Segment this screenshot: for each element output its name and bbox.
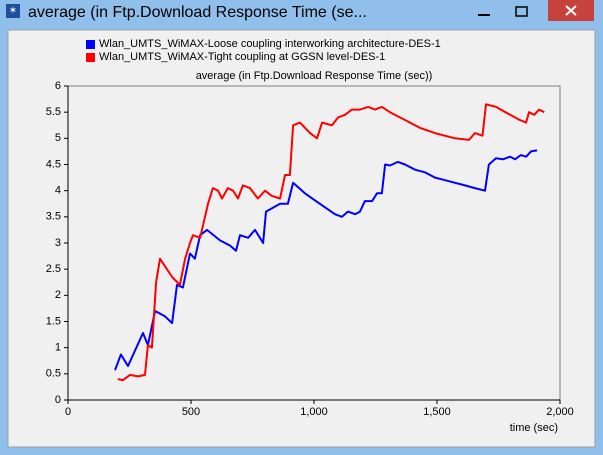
legend-label: Wlan_UMTS_WiMAX-Loose coupling interwork… [99,38,441,50]
y-tick-label: 4.5 [46,158,61,170]
y-tick-label: 0.5 [46,368,61,380]
x-tick-label: 0 [65,406,71,418]
x-tick-label: 1,000 [300,406,328,418]
app-icon-glyph: ✶ [9,6,17,17]
minimize-button[interactable] [478,14,490,16]
series-line [117,103,545,382]
x-tick-label: 2,000 [546,406,574,418]
y-tick-label: 2.5 [46,263,61,275]
window-title: average (in Ftp.Download Response Time (… [28,4,367,21]
y-tick-label: 5 [55,132,61,144]
y-tick-label: 1.5 [46,315,61,327]
legend-label: Wlan_UMTS_WiMAX-Tight coupling at GGSN l… [99,51,385,63]
legend-swatch [86,40,95,49]
y-tick-label: 5.5 [46,106,61,118]
y-tick-label: 1 [55,342,61,354]
x-tick-label: 1,500 [423,406,451,418]
maximize-button[interactable] [515,6,528,17]
series-line [114,149,538,371]
y-tick-label: 3 [55,237,61,249]
x-tick-label: 500 [182,406,200,418]
plot-title: average (in Ftp.Download Response Time (… [196,70,433,82]
close-icon [565,5,577,16]
y-tick-label: 3.5 [46,211,61,223]
legend-swatch [86,53,95,62]
app-icon [6,4,20,18]
x-axis-label: time (sec) [510,422,558,434]
y-tick-label: 0 [55,394,61,406]
y-tick-label: 2 [55,289,61,301]
plot-area [67,85,561,401]
chart: Wlan_UMTS_WiMAX-Loose coupling interwork… [46,38,574,434]
y-tick-label: 4 [55,185,61,197]
y-tick-label: 6 [55,80,61,92]
